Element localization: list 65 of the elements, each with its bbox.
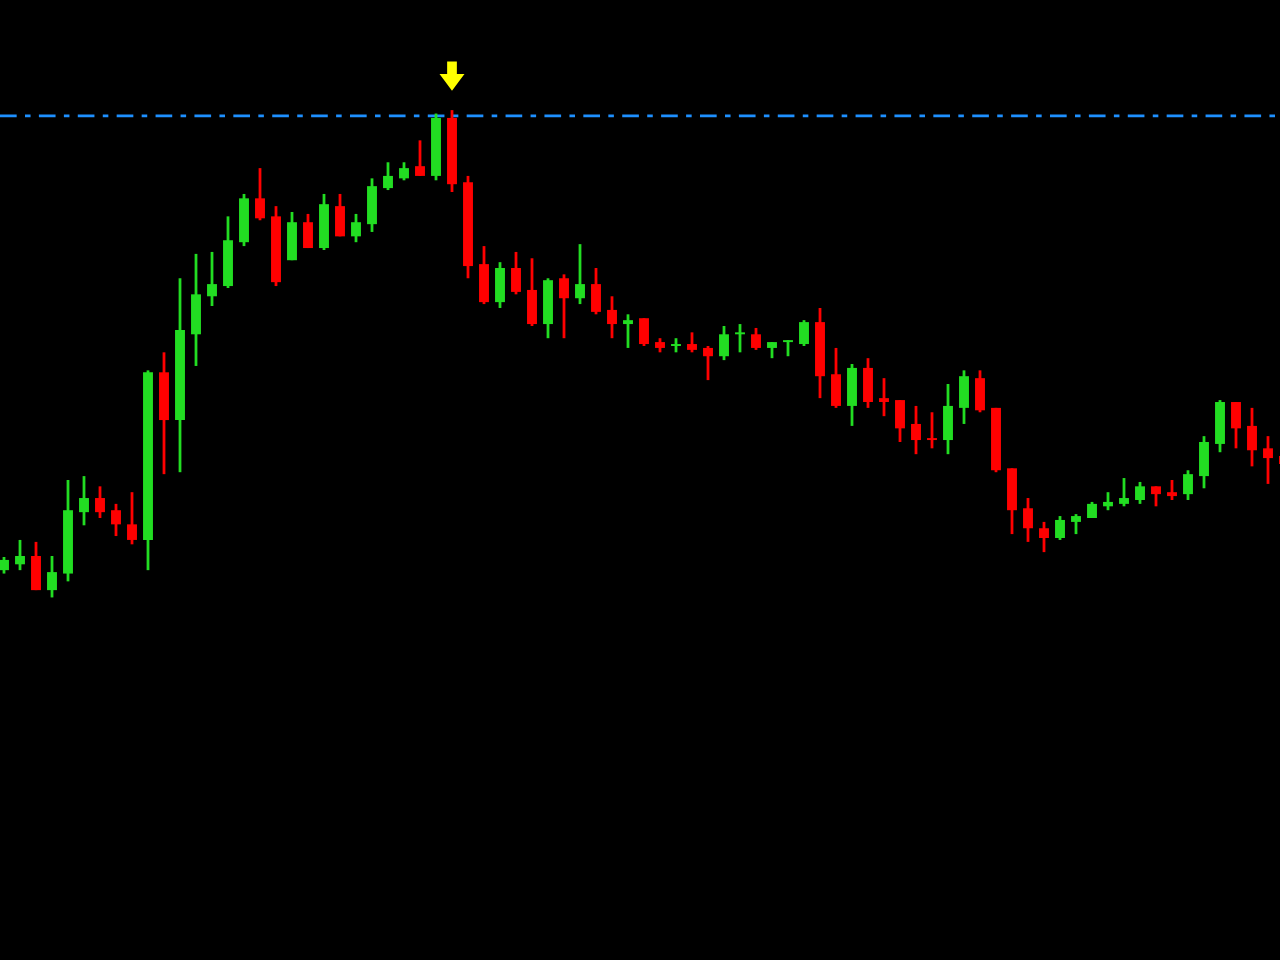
candlestick [1247,406,1257,468]
candlestick [287,210,297,262]
candlestick [543,276,553,340]
candlestick [31,540,41,592]
candlestick [1039,520,1049,554]
candlestick [1183,468,1193,502]
candlestick [591,266,601,316]
candlestick [15,538,25,572]
candlestick [415,138,425,178]
candlestick [1263,434,1273,486]
candlestick [1135,480,1145,506]
candlestick [1167,478,1177,502]
candlestick [943,382,953,456]
candlestick [1103,490,1113,512]
candlestick [639,316,649,348]
candlestick [127,490,137,546]
candlestick [367,176,377,234]
candlestick [751,326,761,352]
candlestick [527,256,537,328]
candlestick [607,294,617,340]
candlestick [1023,496,1033,544]
candlestick [79,474,89,527]
candlestick [735,322,745,354]
candlestick [559,272,569,340]
candlestick [1119,476,1129,508]
candlestick [223,214,233,290]
candlestick [703,344,713,382]
candlestick [863,356,873,410]
candlestick [303,212,313,250]
candlestick [383,160,393,192]
candlestick [191,252,201,368]
candlestick [623,312,633,350]
candlestick [895,398,905,444]
candlestick [319,192,329,252]
candlestick [879,376,889,418]
candlestick [959,368,969,426]
candlestick [1215,398,1225,454]
candlestick [575,242,585,306]
candlestick [351,212,361,244]
candlestick [335,192,345,238]
candlestick [847,362,857,428]
candlestick [1071,512,1081,536]
candlestick [159,350,169,476]
candlestick [687,330,697,354]
candlestick [111,502,121,538]
candlestick [479,244,489,306]
candlestick [95,484,105,520]
candlestick [511,250,521,296]
candlestick [975,368,985,414]
candlestick [239,192,249,248]
candlestick [927,410,937,450]
candlestick [1231,400,1241,450]
candlestick [831,346,841,410]
candlestick [1007,466,1017,536]
candlestick [47,554,57,599]
candlestick [719,324,729,362]
candlestick [911,404,921,456]
candlestick [1151,484,1161,508]
candlestick [1199,434,1209,490]
candlestick [799,318,809,348]
candlestick [399,160,409,182]
candlestick [1055,514,1065,542]
candlestick [495,260,505,310]
candlestick [255,166,265,222]
candlestick [207,250,217,308]
